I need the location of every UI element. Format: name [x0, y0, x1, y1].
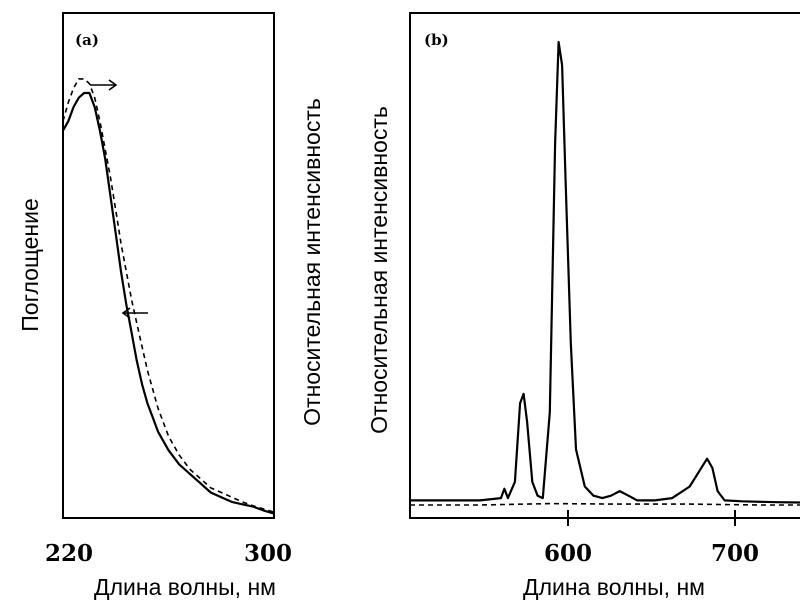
arrow-right-annotation: [90, 79, 118, 91]
panel-b-frame: [409, 12, 800, 519]
panel-a-xtick-300: 300: [244, 540, 292, 567]
panel-a-frame: [62, 12, 275, 519]
panel-a-series-solid-line: [62, 91, 275, 515]
panel-b-xtick-600: 600: [544, 540, 592, 567]
panel-b-series: [410, 40, 800, 506]
panel-b-xlabel: Длина волны, нм: [523, 574, 705, 600]
panel-b: (b) 600 700 Длина волны, нм Относительна…: [366, 12, 800, 600]
panel-b-xtick-700: 700: [711, 540, 759, 567]
panel-a-ylabel-left: Поглощение: [17, 198, 43, 331]
panel-b-ylabel: Относительная интенсивность: [366, 106, 392, 434]
panel-a-xlabel: Длина волны, нм: [94, 574, 276, 600]
panel-a-label: (a): [75, 31, 99, 49]
panel-b-series-solid-line: [410, 40, 800, 504]
arrow-left-annotation: [121, 307, 148, 319]
panel-a-series-dashed-line: [62, 78, 275, 513]
panel-a: (a) 220 300 Длина волны, нм Поглощение О…: [17, 12, 325, 600]
panel-a-xtick-220: 220: [45, 540, 93, 567]
panel-a-ylabel-right: Относительная интенсивность: [299, 98, 325, 426]
panel-b-series-dashed-line: [410, 502, 800, 506]
panel-b-label: (b): [424, 31, 449, 49]
panel-a-series: [62, 78, 275, 515]
